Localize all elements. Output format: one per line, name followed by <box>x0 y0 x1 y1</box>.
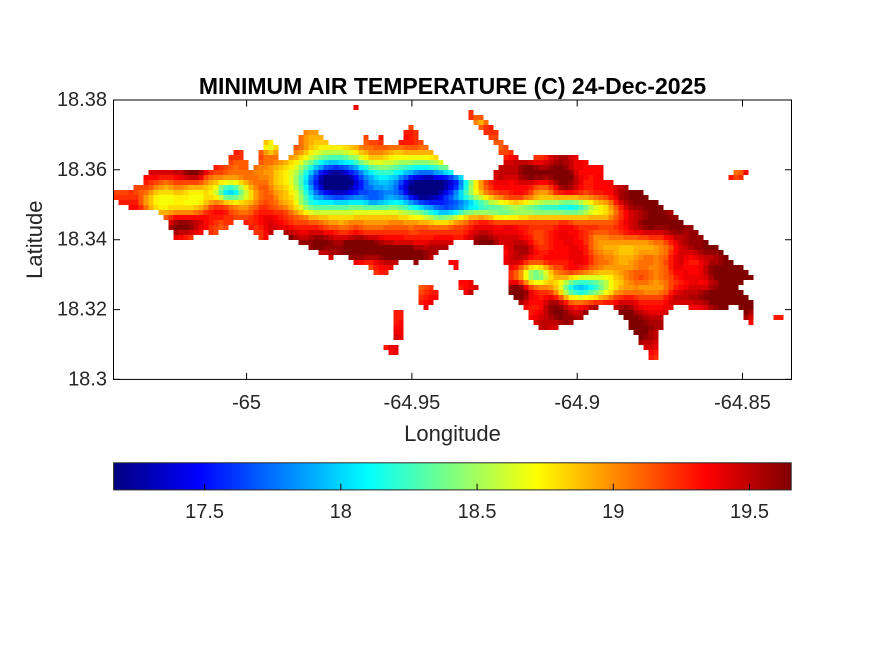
svg-text:18.36: 18.36 <box>57 159 107 181</box>
svg-text:18.38: 18.38 <box>57 89 107 111</box>
svg-text:-64.9: -64.9 <box>554 392 600 414</box>
svg-text:18.34: 18.34 <box>57 229 107 251</box>
svg-text:-64.95: -64.95 <box>384 392 441 414</box>
svg-text:Latitude: Latitude <box>22 201 47 279</box>
svg-text:19: 19 <box>602 501 624 523</box>
svg-text:-65: -65 <box>232 392 261 414</box>
svg-text:18: 18 <box>330 501 352 523</box>
svg-text:-64.85: -64.85 <box>714 392 771 414</box>
svg-text:Longitude: Longitude <box>404 421 501 446</box>
svg-text:MINIMUM AIR TEMPERATURE (C) 24: MINIMUM AIR TEMPERATURE (C) 24-Dec-2025 <box>199 73 707 99</box>
svg-text:19.5: 19.5 <box>730 501 769 523</box>
svg-text:17.5: 17.5 <box>185 501 224 523</box>
svg-text:18.32: 18.32 <box>57 299 107 321</box>
svg-text:18.3: 18.3 <box>68 368 107 390</box>
svg-text:18.5: 18.5 <box>458 501 497 523</box>
